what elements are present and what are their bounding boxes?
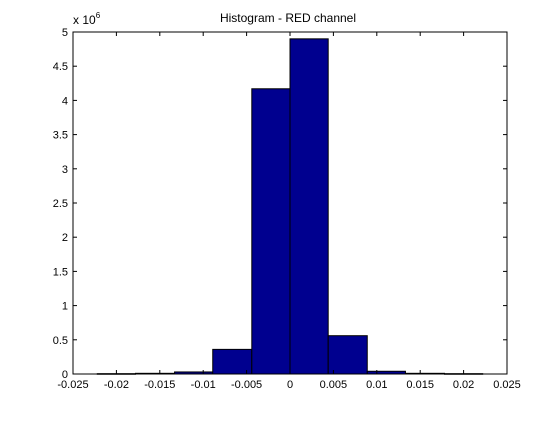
y-tick-label: 0.5 (53, 335, 68, 347)
histogram-bar (327, 335, 368, 375)
y-tick-label: 3.5 (53, 130, 68, 142)
histogram-bar (212, 348, 253, 375)
x-tick-label: -0.005 (231, 379, 262, 391)
y-tick-label: 1 (62, 301, 68, 313)
y-tick-label: 2.5 (53, 198, 68, 210)
y-tick-label: 4 (62, 95, 68, 107)
y-tick-label: 3 (62, 164, 68, 176)
y-exponent-power: 6 (96, 11, 101, 20)
x-tick-label: -0.02 (104, 379, 129, 391)
bars-layer (96, 38, 484, 375)
x-tick-label: 0.02 (453, 379, 474, 391)
x-tick-label: 0.01 (366, 379, 387, 391)
y-tick-label: 5 (62, 27, 68, 39)
x-tick-label: 0.015 (406, 379, 434, 391)
x-tick-label: 0 (287, 379, 293, 391)
y-tick-label: 2 (62, 232, 68, 244)
histogram-bar (251, 88, 291, 375)
y-tick-label: 0 (62, 369, 68, 381)
x-axis: -0.025 -0.02 -0.015 -0.01 -0.005 0 0.005 0.01 0.… (57, 32, 521, 391)
histogram-bar (289, 38, 329, 375)
y-tick-label: 4.5 (53, 61, 68, 73)
x-tick-label: 0.005 (320, 379, 348, 391)
x-tick-label: -0.025 (57, 379, 88, 391)
y-exponent-base: x 10 (73, 13, 96, 27)
x-tick-label: -0.01 (191, 379, 216, 391)
x-tick-label: -0.015 (144, 379, 175, 391)
y-tick-label: 1.5 (53, 266, 68, 278)
y-axis: 0 0.5 1 1.5 2 2.5 3 3.5 4 4.5 5 (53, 27, 507, 381)
x-tick-label: 0.025 (493, 379, 521, 391)
chart-title: Histogram - RED channel (220, 11, 356, 25)
y-exponent-label: x 106 (73, 11, 101, 27)
